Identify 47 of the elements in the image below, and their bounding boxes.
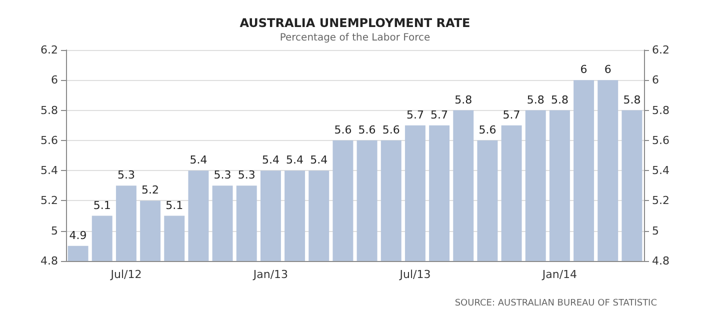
y2-tick-label: 5.8 <box>652 104 670 117</box>
source-note: SOURCE: AUSTRALIAN BUREAU OF STATISTIC <box>454 298 657 308</box>
data-label: 5.4 <box>310 154 328 167</box>
data-label: 5.7 <box>502 108 520 122</box>
y-tick-label: 5 <box>51 224 58 238</box>
data-label: 5.6 <box>382 123 400 136</box>
data-label: 4.9 <box>69 228 87 242</box>
y-tick-label: 6.2 <box>40 44 58 56</box>
y2-tick-label: 5.2 <box>652 194 670 208</box>
y2-tick-label: 6.2 <box>652 44 670 56</box>
data-label: 5.6 <box>334 123 352 136</box>
x-tick-label: Jan/13 <box>252 268 288 281</box>
data-label: 5.1 <box>166 198 184 212</box>
data-label: 5.3 <box>214 168 232 182</box>
data-label: 5.4 <box>262 154 280 167</box>
data-label: 5.1 <box>93 198 111 212</box>
data-label: 6 <box>604 63 612 76</box>
y-tick-label: 5.6 <box>40 134 58 147</box>
data-label: 5.4 <box>286 154 304 167</box>
chart-title: AUSTRALIA UNEMPLOYMENT RATE <box>240 16 470 30</box>
x-tick-label: Jul/12 <box>110 268 142 281</box>
y2-tick-label: 5.4 <box>652 164 670 178</box>
y-tick-label: 4.8 <box>40 254 58 268</box>
y-tick-label: 6 <box>51 74 58 87</box>
y-tick-label: 5.2 <box>40 194 58 208</box>
y2-tick-label: 6 <box>652 74 659 87</box>
y-tick-label: 5.8 <box>40 104 58 117</box>
data-label: 5.8 <box>526 93 544 106</box>
data-label: 5.8 <box>454 93 472 106</box>
x-tick-label: Jul/13 <box>398 268 431 281</box>
data-label: 5.6 <box>478 123 496 136</box>
data-label: 5.7 <box>406 108 424 122</box>
data-label: 5.3 <box>238 168 256 182</box>
data-label: 6 <box>580 63 588 76</box>
y2-tick-label: 4.8 <box>652 254 670 268</box>
data-label: 5.8 <box>623 93 641 106</box>
data-label: 5.8 <box>550 93 568 106</box>
x-tick-label: Jan/14 <box>541 268 578 281</box>
data-label: 5.2 <box>142 184 160 197</box>
data-label: 5.4 <box>190 154 208 167</box>
data-label: 5.7 <box>430 108 448 122</box>
y-tick-label: 5.4 <box>40 164 58 178</box>
y2-tick-label: 5.6 <box>652 134 670 147</box>
y2-tick-label: 5 <box>652 224 659 238</box>
chart-subtitle: Percentage of the Labor Force <box>280 32 430 44</box>
data-label: 5.3 <box>117 168 135 182</box>
data-label: 5.6 <box>358 123 376 136</box>
